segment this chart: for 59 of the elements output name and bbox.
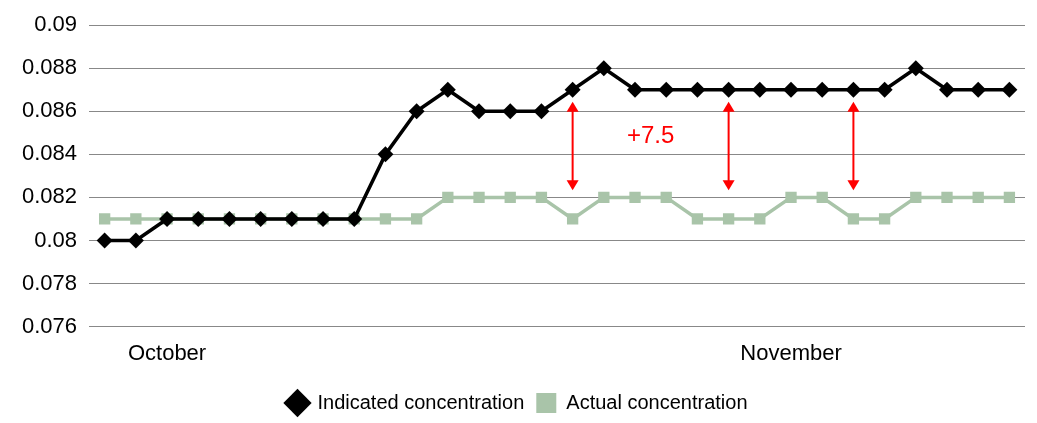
point xyxy=(754,213,766,225)
point xyxy=(127,232,144,249)
point xyxy=(627,81,644,98)
point xyxy=(660,191,672,204)
legend-label: Actual concentration xyxy=(566,390,748,413)
y-tick-label: 0.088 xyxy=(21,54,78,80)
point xyxy=(410,213,423,225)
point xyxy=(814,81,831,98)
point xyxy=(689,81,706,98)
point xyxy=(907,60,924,77)
y-tick-label: 0.082 xyxy=(21,183,78,209)
annotation: +7.5 xyxy=(626,121,675,149)
point xyxy=(533,103,550,120)
point xyxy=(939,81,955,98)
point xyxy=(442,191,454,204)
point xyxy=(408,103,425,120)
point xyxy=(785,191,797,204)
point xyxy=(1001,81,1018,98)
point xyxy=(130,213,142,225)
point xyxy=(379,213,392,225)
x-tick-label: October xyxy=(127,339,207,365)
point xyxy=(910,191,922,204)
point xyxy=(504,191,516,204)
point xyxy=(471,103,488,120)
point xyxy=(845,81,862,98)
point xyxy=(972,191,984,204)
point xyxy=(751,81,768,98)
point xyxy=(941,191,953,204)
y-tick-label: 0.076 xyxy=(21,312,78,338)
point xyxy=(878,213,891,225)
point xyxy=(783,81,800,98)
point xyxy=(658,81,675,98)
y-tick-label: 0.08 xyxy=(34,226,78,252)
point xyxy=(629,191,641,204)
point xyxy=(970,81,987,98)
point xyxy=(96,232,113,249)
point xyxy=(377,146,394,163)
point xyxy=(691,213,704,225)
point xyxy=(847,213,860,225)
point xyxy=(1003,191,1016,204)
point xyxy=(566,213,579,225)
point xyxy=(720,81,737,98)
legend-label: Indicated concentration xyxy=(317,390,525,413)
point xyxy=(473,191,485,204)
point xyxy=(816,191,828,204)
point xyxy=(564,81,581,98)
point xyxy=(99,213,111,225)
x-tick-label: November xyxy=(740,339,842,365)
point xyxy=(722,213,735,225)
y-tick-label: 0.086 xyxy=(21,97,78,123)
y-tick-label: 0.078 xyxy=(21,269,78,295)
point xyxy=(598,191,610,204)
y-tick-label: 0.084 xyxy=(21,140,78,166)
point xyxy=(439,81,456,98)
y-tick-label: 0.09 xyxy=(34,11,78,37)
point xyxy=(876,81,893,98)
point xyxy=(502,103,519,120)
point xyxy=(595,60,612,77)
point xyxy=(535,191,548,204)
